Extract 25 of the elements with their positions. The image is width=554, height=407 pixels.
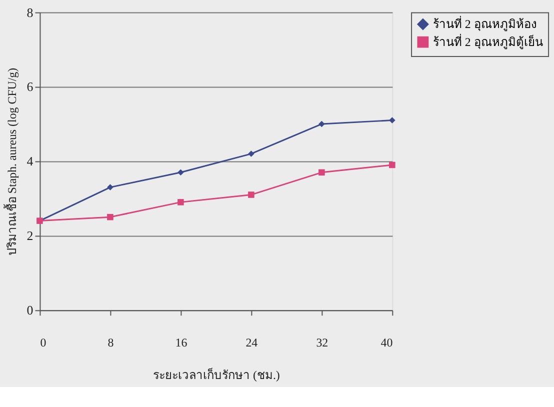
y-tick-label: 8 <box>26 6 34 20</box>
legend-label: ร้านที่ 2 อุณหภูมิตู้เย็น <box>432 34 543 50</box>
x-tick-label: 0 <box>40 335 46 350</box>
point <box>318 120 325 128</box>
point <box>107 214 114 220</box>
y-tick-label: 2 <box>26 229 34 244</box>
x-tick-label: 8 <box>108 335 114 350</box>
x-tick-label: 24 <box>246 335 258 350</box>
y-tick-label: 6 <box>26 80 34 94</box>
x-tick-label: 40 <box>380 335 393 350</box>
point <box>389 117 396 124</box>
point <box>248 150 254 157</box>
y-axis-title: ปริมาณเชื้อ Staph. aureus (log CFU/g) <box>2 68 19 256</box>
x-axis-title: ระยะเวลาเก็บรักษา (ชม.) <box>152 367 280 382</box>
point <box>248 192 254 198</box>
point <box>178 199 184 206</box>
x-tick-label: 32 <box>316 335 328 350</box>
point <box>178 169 184 176</box>
point <box>107 184 114 190</box>
point <box>389 162 396 168</box>
y-tick-label: 4 <box>26 154 34 169</box>
x-tick-label: 16 <box>175 335 188 350</box>
legend-label: ร้านที่ 2 อุณหภูมิห้อง <box>432 16 537 32</box>
y-tick-label: 0 <box>26 304 34 318</box>
point <box>318 169 325 176</box>
